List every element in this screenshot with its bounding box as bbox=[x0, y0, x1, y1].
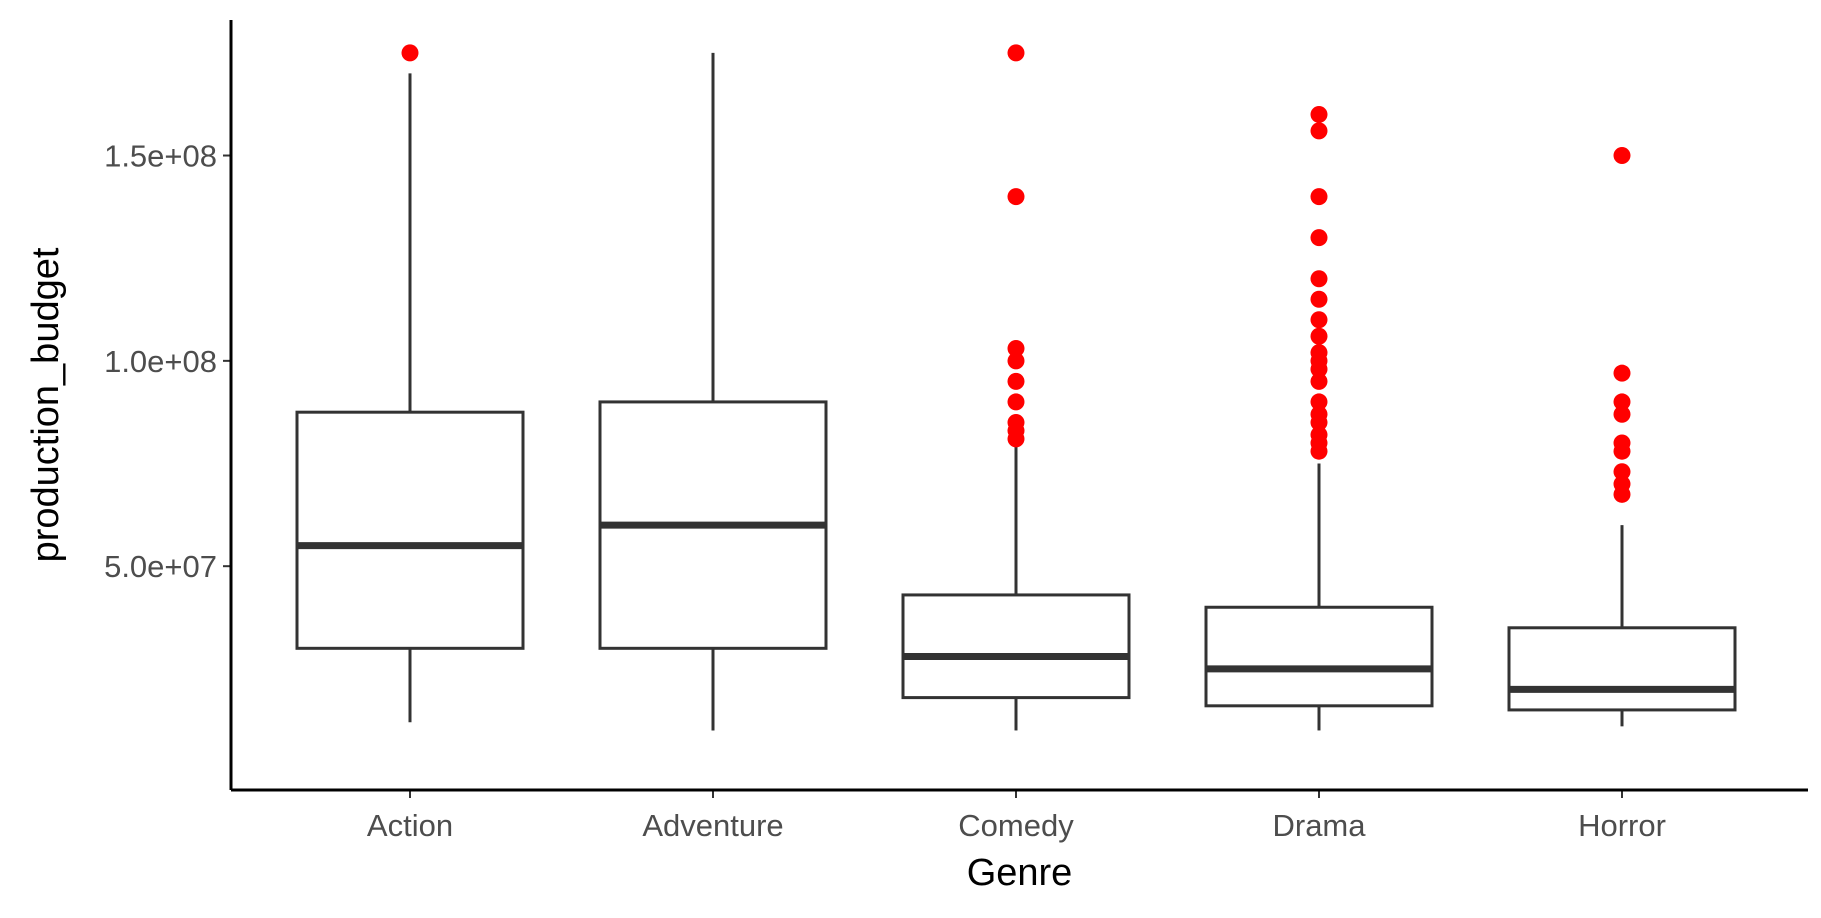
outlier-point-horror bbox=[1613, 364, 1631, 382]
box-group-adventure bbox=[598, 52, 828, 731]
outlier-point-drama bbox=[1310, 229, 1328, 247]
outlier-point-comedy bbox=[1007, 44, 1025, 62]
outlier-point-drama bbox=[1310, 413, 1328, 431]
outlier-point-drama bbox=[1310, 442, 1328, 460]
x-tick-label-horror: Horror bbox=[1578, 808, 1666, 843]
outliers-layer bbox=[401, 44, 1631, 503]
box-group-horror bbox=[1507, 525, 1737, 727]
box-group-drama bbox=[1204, 463, 1434, 731]
x-tick-label-action: Action bbox=[367, 808, 453, 843]
y-tick-label: 1.5e+08 bbox=[104, 139, 217, 174]
outlier-point-comedy bbox=[1007, 393, 1025, 411]
box-drama bbox=[1204, 605, 1434, 708]
outlier-point-drama bbox=[1310, 360, 1328, 378]
x-tick-label-comedy: Comedy bbox=[958, 808, 1074, 843]
y-axis-title: production_budget bbox=[25, 247, 67, 562]
y-tick-label: 5.0e+07 bbox=[104, 549, 217, 584]
y-tick-label: 1.0e+08 bbox=[104, 344, 217, 379]
box-comedy bbox=[901, 593, 1131, 700]
outlier-point-comedy bbox=[1007, 352, 1025, 370]
outlier-point-horror bbox=[1613, 393, 1631, 411]
outlier-point-drama bbox=[1310, 372, 1328, 390]
outlier-point-drama bbox=[1310, 327, 1328, 345]
outlier-point-horror bbox=[1613, 442, 1631, 460]
outlier-point-comedy bbox=[1007, 188, 1025, 206]
outlier-point-drama bbox=[1310, 270, 1328, 288]
box-horror bbox=[1507, 626, 1737, 712]
outlier-point-horror bbox=[1613, 405, 1631, 423]
axes-layer: Action Adventure Comedy Drama Horror 5.0e+07 1… bbox=[104, 20, 1808, 843]
outlier-point-action bbox=[401, 44, 419, 62]
x-axis-title: Genre bbox=[967, 852, 1073, 894]
box-group-action bbox=[295, 73, 525, 723]
x-tick-label-drama: Drama bbox=[1272, 808, 1366, 843]
outlier-point-comedy bbox=[1007, 372, 1025, 390]
boxes-layer bbox=[295, 52, 1737, 731]
box-group-comedy bbox=[901, 442, 1131, 731]
outlier-point-comedy bbox=[1007, 430, 1025, 448]
outlier-point-comedy bbox=[1007, 340, 1025, 358]
outlier-point-horror bbox=[1613, 485, 1631, 503]
outlier-point-horror bbox=[1613, 147, 1631, 165]
outlier-point-drama bbox=[1310, 311, 1328, 329]
outlier-point-drama bbox=[1310, 290, 1328, 308]
x-tick-label-adventure: Adventure bbox=[642, 808, 783, 843]
outlier-point-drama bbox=[1310, 393, 1328, 411]
box-action bbox=[295, 410, 525, 650]
outlier-point-drama bbox=[1310, 105, 1328, 123]
outlier-point-drama bbox=[1310, 122, 1328, 140]
outlier-point-horror bbox=[1613, 463, 1631, 481]
outlier-point-drama bbox=[1310, 188, 1328, 206]
